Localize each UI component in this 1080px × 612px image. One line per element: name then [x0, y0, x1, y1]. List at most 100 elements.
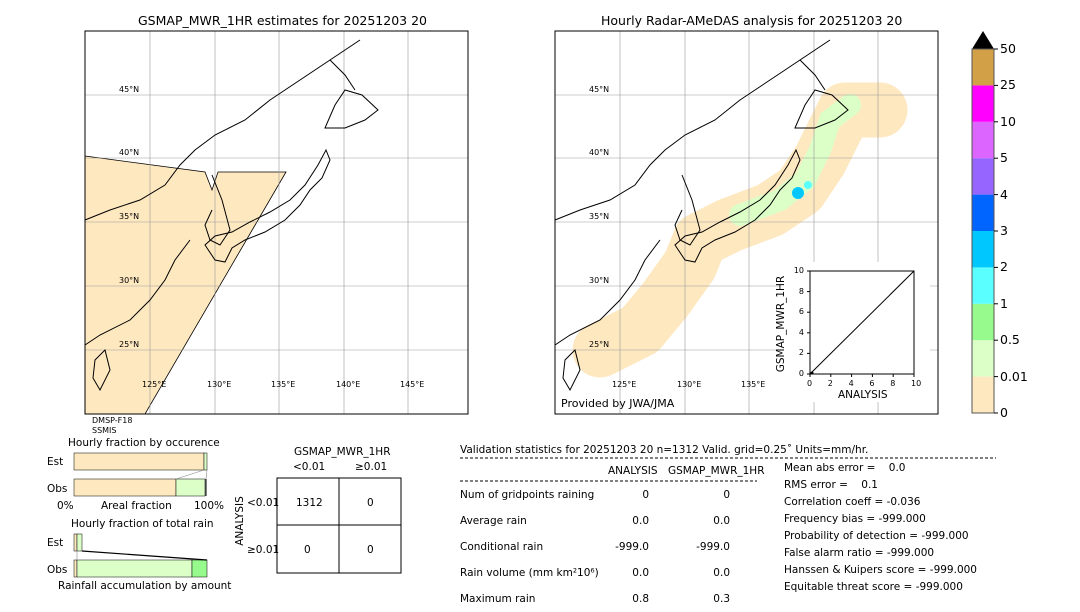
coastline — [329, 59, 356, 91]
colorbar-segment — [972, 49, 994, 86]
occurrence-title: Hourly fraction by occurence — [68, 437, 220, 449]
total-rain-title: Hourly fraction of total rain — [71, 518, 214, 530]
coastline — [554, 39, 831, 221]
coastlines — [84, 39, 379, 392]
contingency-col: ≥0.01 — [355, 461, 388, 473]
stats-col-analysis: ANALYSIS — [608, 465, 658, 477]
stat-label: Average rain — [460, 515, 527, 527]
lat-label: 35°N — [589, 212, 610, 221]
coastline — [324, 89, 379, 129]
colorbar-segment — [972, 267, 994, 304]
stat-label: Conditional rain — [460, 541, 544, 553]
colorbar-segment — [972, 376, 994, 413]
score-line: Equitable threat score = -999.000 — [784, 581, 963, 593]
contingency-cell: 0 — [367, 544, 374, 556]
lat-label: 40°N — [589, 148, 610, 157]
colorbar — [971, 31, 998, 414]
colorbar-label: 25 — [1000, 77, 1016, 93]
lat-label: 25°N — [589, 340, 610, 349]
score-line: RMS error = 0.1 — [784, 479, 878, 491]
lat-label: 35°N — [119, 212, 140, 221]
est-label: Est — [47, 456, 64, 468]
scatter-xtick: 4 — [848, 379, 854, 388]
colorbar-label: 3 — [1000, 223, 1008, 238]
stat-analysis: 0.8 — [632, 593, 649, 605]
contingency-cell: 0 — [367, 497, 374, 509]
stat-gsmap: 0.0 — [713, 515, 730, 527]
lon-label: 140°E — [336, 380, 361, 389]
stat-gsmap: 0 — [723, 489, 730, 501]
coastline — [92, 349, 111, 392]
right-map-title: Hourly Radar-AMeDAS analysis for 2025120… — [601, 13, 903, 28]
contingency-cell: 1312 — [296, 497, 323, 509]
colorbar-label: 0.5 — [1000, 332, 1020, 348]
lat-label: 45°N — [589, 85, 610, 94]
gridlines — [85, 31, 468, 414]
stat-label: Num of gridpoints raining — [460, 489, 595, 501]
colorbar-segment — [972, 340, 994, 377]
colorbar-label: 2 — [1000, 259, 1008, 275]
coastlines — [554, 39, 849, 392]
colorbar-segment — [972, 231, 994, 268]
lat-label: 30°N — [119, 276, 140, 285]
colorbar-segment — [972, 303, 994, 341]
contingency-ylabel: ANALYSIS — [233, 496, 246, 546]
lat-label: 25°N — [119, 340, 140, 349]
contingency-row: ≥0.01 — [247, 544, 280, 556]
lon-label: 135°E — [741, 380, 766, 389]
colorbar-segment — [972, 85, 994, 122]
lon-label: 130°E — [677, 380, 702, 389]
left-map-title: GSMAP_MWR_1HR estimates for 20251203 20 — [138, 13, 427, 28]
colorbar-label: 5 — [1000, 150, 1008, 166]
scatter-xlabel: ANALYSIS — [838, 389, 888, 401]
contingency-cell: 0 — [304, 544, 311, 556]
total-rain-bars — [73, 533, 208, 578]
colorbar-segment — [972, 194, 994, 231]
coastline — [204, 148, 331, 263]
lon-label: 145°E — [400, 380, 425, 389]
coastline — [794, 89, 849, 129]
stat-gsmap: 0.0 — [713, 567, 730, 579]
right-map — [554, 30, 939, 415]
stat-analysis: 0.0 — [632, 567, 649, 579]
colorbar-segment — [972, 121, 994, 159]
contingency-title: GSMAP_MWR_1HR — [294, 446, 391, 458]
obs-label: Obs — [47, 564, 68, 576]
data-credit: Provided by JWA/JMA — [561, 397, 675, 410]
contingency-col: <0.01 — [293, 461, 326, 473]
score-line: Frequency bias = -999.000 — [784, 513, 926, 525]
contingency-row: <0.01 — [247, 497, 280, 509]
contingency-grid — [276, 477, 402, 574]
scatter-ytick: 4 — [798, 327, 804, 337]
rain-accum-label: Rainfall accumulation by amount — [58, 580, 232, 592]
scatter-xtick: 8 — [890, 379, 896, 388]
coastline — [562, 349, 581, 392]
axis-min-label: 0% — [57, 500, 74, 512]
lat-label: 45°N — [119, 85, 140, 94]
scatter-xtick: 6 — [869, 379, 875, 388]
one-to-one-line — [809, 270, 915, 375]
light-rain-area — [729, 94, 861, 226]
scatter-ylabel: GSMAP_MWR_1HR — [775, 275, 788, 373]
stat-gsmap: -999.0 — [696, 541, 730, 553]
est-label: Est — [47, 537, 64, 549]
stats-header: Validation statistics for 20251203 20 n=… — [460, 444, 869, 456]
stat-analysis: 0 — [642, 489, 649, 501]
scatter-xtick: 10 — [911, 379, 922, 388]
colorbar-segment — [972, 158, 994, 195]
colorbar-label: 0 — [1000, 405, 1008, 420]
stat-analysis: -999.0 — [615, 541, 649, 553]
lon-label: 125°E — [142, 380, 167, 389]
colorbar-extend-arrow — [972, 31, 994, 49]
scatter-xtick: 0 — [807, 379, 813, 388]
stat-label: Maximum rain — [460, 593, 536, 605]
colorbar-label: 10 — [1000, 113, 1016, 129]
coastline — [554, 239, 661, 346]
scatter-xtick: 2 — [827, 379, 833, 388]
lon-label: 135°E — [271, 380, 296, 389]
scatter-ytick: 2 — [798, 348, 804, 358]
axis-max-label: 100% — [194, 500, 225, 512]
colorbar-label: 0.01 — [1000, 368, 1028, 384]
lat-label: 40°N — [119, 148, 140, 157]
